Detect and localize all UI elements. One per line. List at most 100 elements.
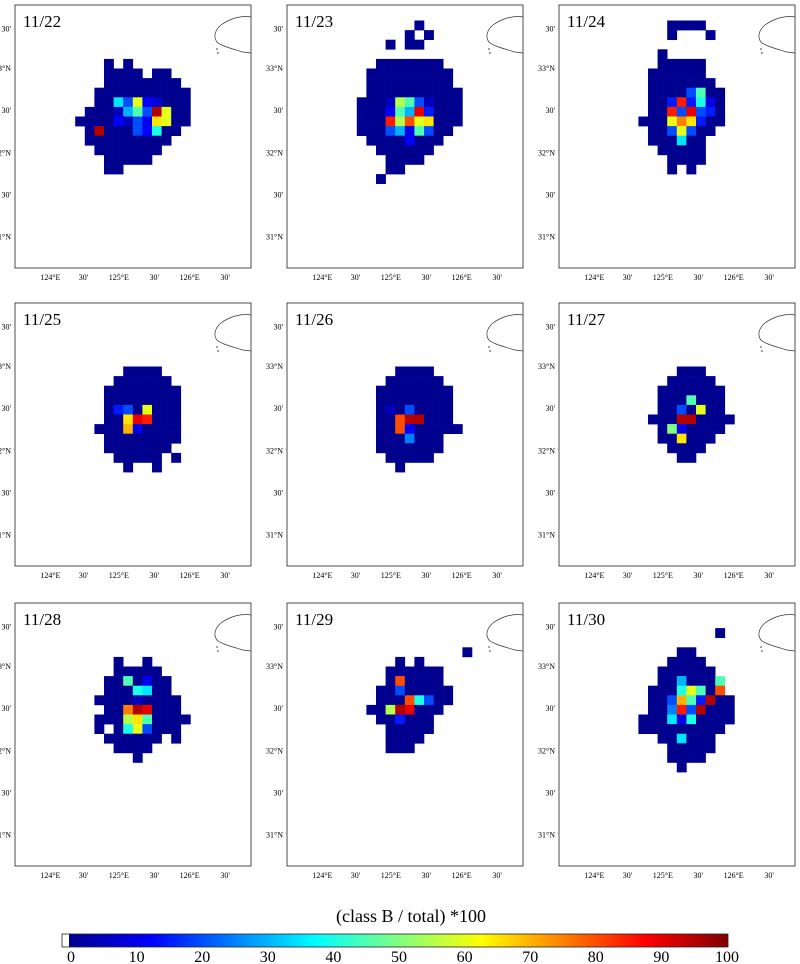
heatmap-cell — [414, 452, 425, 463]
heatmap-cell — [180, 87, 191, 98]
heatmap-cell — [376, 58, 386, 69]
heatmap-cell — [123, 106, 134, 117]
heatmap-cell — [152, 724, 162, 734]
heatmap-cell — [657, 49, 668, 60]
heatmap-cell — [424, 126, 434, 136]
heatmap-cell — [686, 714, 697, 725]
heatmap-cell — [152, 443, 162, 454]
heatmap-cell — [715, 685, 726, 696]
heatmap-cell — [104, 58, 114, 69]
heatmap-cell — [433, 135, 444, 146]
heatmap-cell — [395, 68, 406, 79]
heatmap-cell — [94, 695, 105, 706]
heatmap-cell — [152, 385, 162, 396]
heatmap-cell — [94, 145, 105, 156]
coastline-islet — [761, 650, 763, 652]
heatmap-cell — [142, 424, 153, 434]
heatmap-cell — [161, 443, 172, 454]
y-tick-label: 31°N — [266, 830, 283, 839]
heatmap-cell — [686, 414, 697, 425]
heatmap-cell — [113, 743, 124, 754]
heatmap-cell — [705, 714, 716, 725]
y-tick-label: 32°N — [266, 148, 283, 157]
heatmap-cell — [84, 106, 95, 117]
heatmap-cell — [696, 752, 706, 763]
heatmap-cell — [376, 424, 386, 434]
heatmap-cell — [424, 714, 434, 725]
y-tick-label: 30' — [274, 623, 284, 632]
heatmap-cell — [657, 424, 668, 434]
heatmap-cell — [152, 395, 162, 406]
heatmap-cell — [657, 395, 668, 406]
colorbar-zero-swatch — [62, 934, 69, 947]
heatmap-cell — [104, 685, 114, 696]
heatmap-cell — [123, 676, 134, 686]
y-tick-label: 33°N — [266, 662, 283, 671]
heatmap-cell — [414, 126, 425, 136]
heatmap-cell — [686, 87, 697, 98]
heatmap-cell — [171, 433, 182, 444]
heatmap-cell — [152, 424, 162, 434]
heatmap-cell — [433, 58, 444, 69]
heatmap-cell — [686, 366, 697, 377]
heatmap-cell — [433, 126, 444, 136]
heatmap-cell — [657, 126, 668, 136]
x-tick-label: 30' — [150, 571, 160, 580]
heatmap-cell — [414, 135, 425, 146]
y-tick-label: 31°N — [538, 232, 555, 241]
heatmap-cell — [142, 704, 153, 715]
x-tick-label: 30' — [220, 571, 230, 580]
heatmap-cell — [366, 116, 377, 127]
x-tick-label: 30' — [764, 571, 774, 580]
heatmap-cell — [705, 87, 716, 98]
heatmap-cell — [171, 724, 182, 734]
y-tick-label: 30' — [274, 704, 284, 713]
heatmap-cell — [705, 733, 716, 744]
panel-date-label: 11/27 — [567, 310, 606, 329]
heatmap-cell — [395, 433, 406, 444]
heatmap-cell — [152, 433, 162, 444]
heatmap-cell — [676, 433, 687, 444]
heatmap-cell — [123, 404, 134, 415]
heatmap-cell — [395, 733, 406, 744]
heatmap-cell — [113, 385, 124, 396]
heatmap-cell — [395, 87, 406, 98]
heatmap-cell — [686, 443, 697, 454]
heatmap-cell — [142, 78, 153, 88]
heatmap-cell — [385, 695, 396, 706]
heatmap-cell — [385, 685, 396, 696]
heatmap-cell — [385, 164, 396, 175]
heatmap-cell — [433, 385, 444, 396]
coastline-islet — [216, 646, 218, 648]
x-tick-label: 30' — [694, 273, 704, 282]
heatmap-cell — [696, 733, 706, 744]
heatmap-cell — [686, 395, 697, 406]
y-tick-label: 30' — [546, 323, 556, 332]
heatmap-cell — [648, 685, 658, 696]
heatmap-cell — [104, 404, 114, 415]
heatmap-cell — [433, 443, 444, 454]
heatmap-cell — [104, 676, 114, 686]
heatmap-cell — [152, 126, 162, 136]
heatmap-cell — [715, 106, 726, 117]
heatmap-cell — [395, 126, 406, 136]
heatmap-cell — [113, 695, 124, 706]
heatmap-cell — [395, 376, 406, 386]
heatmap-cell — [104, 414, 114, 425]
heatmap-cell — [404, 106, 415, 117]
heatmap-cell — [414, 116, 425, 127]
coastline-islet — [761, 52, 763, 54]
heatmap-cell — [696, 704, 706, 715]
heatmap-cell — [648, 106, 658, 117]
heatmap-cell — [696, 68, 706, 79]
heatmap-cell — [667, 116, 678, 127]
heatmap-cell — [161, 714, 172, 725]
heatmap-cell — [395, 443, 406, 454]
heatmap-cell — [113, 414, 124, 425]
heatmap-cell — [676, 743, 687, 754]
heatmap-cell — [171, 452, 182, 463]
x-tick-label: 124°E — [40, 871, 60, 880]
map-panel: 11/22 30' 33°N 30' 32°N 30' 31°N 124°E 30' 125°E 3… — [0, 4, 252, 282]
heatmap-cell — [94, 424, 105, 434]
